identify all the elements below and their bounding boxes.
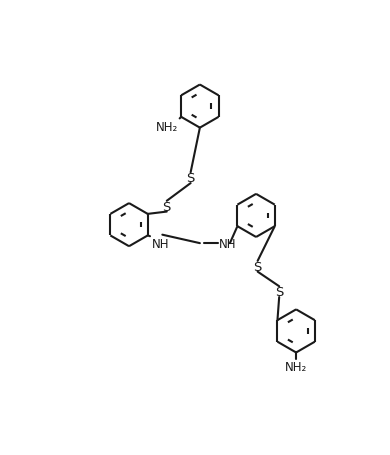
Text: S: S <box>163 200 171 213</box>
Text: NH₂: NH₂ <box>285 360 307 374</box>
Text: S: S <box>275 286 284 298</box>
Text: NH₂: NH₂ <box>156 121 178 134</box>
Text: NH: NH <box>152 238 169 250</box>
Text: NH: NH <box>219 237 237 250</box>
Text: S: S <box>254 260 262 273</box>
Text: S: S <box>186 172 195 185</box>
